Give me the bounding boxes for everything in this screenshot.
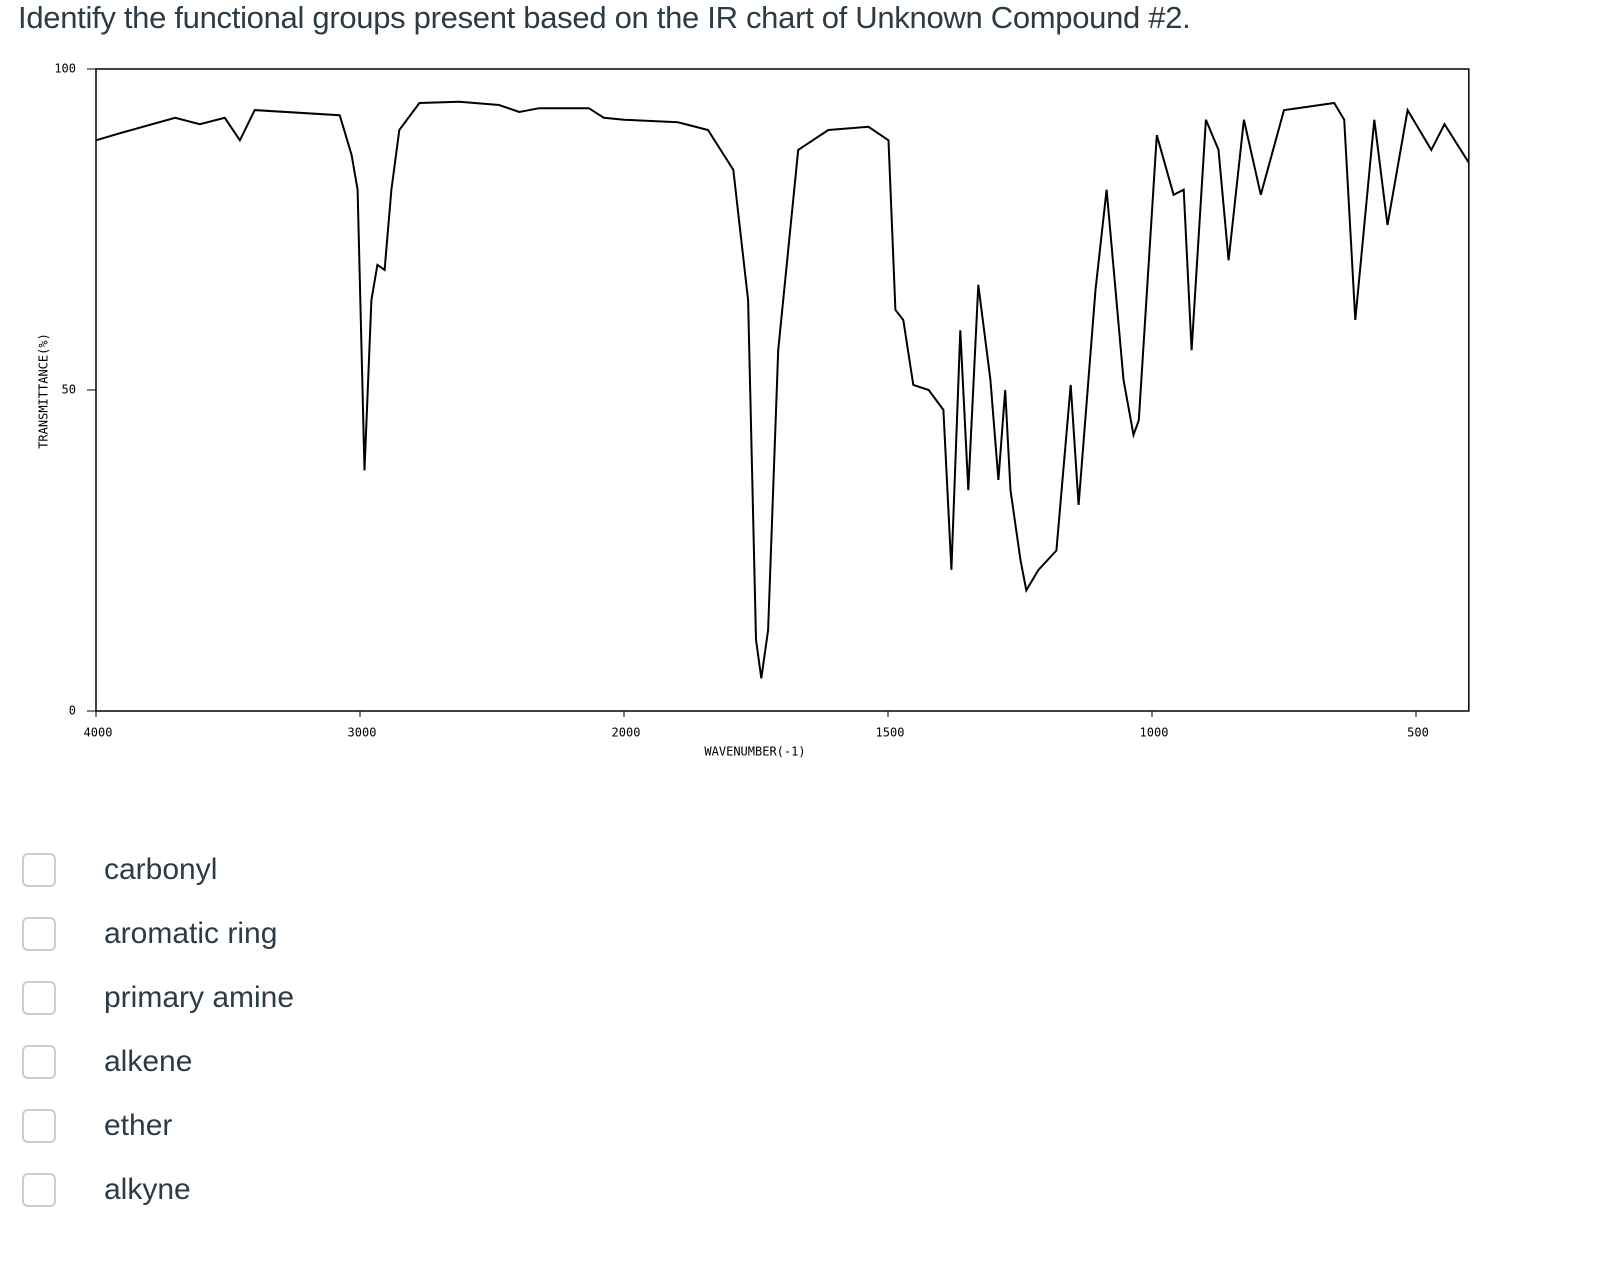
checkbox[interactable] xyxy=(22,1173,56,1207)
y-axis-label: TRANSMITTANCE(%) xyxy=(37,333,51,449)
option-label[interactable]: ether xyxy=(104,1109,173,1142)
spectrum-line xyxy=(95,100,1470,679)
x-tick-label: 1500 xyxy=(876,726,905,740)
checkbox[interactable] xyxy=(22,1109,56,1143)
ir-chart: TRANSMITTANCE(%) WAVENUMBER(-1) 0 50 100 40… xyxy=(37,62,1470,759)
question: Identify the functional groups present b… xyxy=(18,0,1191,35)
x-tick-label: 2000 xyxy=(612,726,641,740)
checkbox[interactable] xyxy=(22,981,56,1015)
x-tick-label: 500 xyxy=(1407,726,1429,740)
x-tick-label: 1000 xyxy=(1140,726,1169,740)
option[interactable]: alkyne xyxy=(0,1170,400,1210)
checkbox[interactable] xyxy=(22,853,56,887)
option-label[interactable]: aromatic ring xyxy=(104,917,278,950)
x-tick-label: 4000 xyxy=(84,726,113,740)
option[interactable]: alkene xyxy=(0,1042,400,1082)
option[interactable]: ether xyxy=(0,1106,400,1146)
option[interactable]: primary amine xyxy=(0,978,400,1018)
checkbox[interactable] xyxy=(22,1045,56,1079)
y-tick-label: 50 xyxy=(62,383,76,397)
y-tick-label: 100 xyxy=(54,62,76,76)
x-axis-label: WAVENUMBER(-1) xyxy=(704,745,805,759)
checkbox[interactable] xyxy=(22,917,56,951)
option[interactable]: aromatic ring xyxy=(0,914,400,954)
option-label[interactable]: alkene xyxy=(104,1045,193,1078)
y-tick-label: 0 xyxy=(69,704,76,718)
plot-frame xyxy=(95,68,1470,712)
x-tick-label: 3000 xyxy=(348,726,377,740)
option-label[interactable]: alkyne xyxy=(104,1173,191,1206)
option-label[interactable]: primary amine xyxy=(104,981,295,1014)
option-label[interactable]: carbonyl xyxy=(104,853,218,886)
option[interactable]: carbonyl xyxy=(0,850,400,890)
